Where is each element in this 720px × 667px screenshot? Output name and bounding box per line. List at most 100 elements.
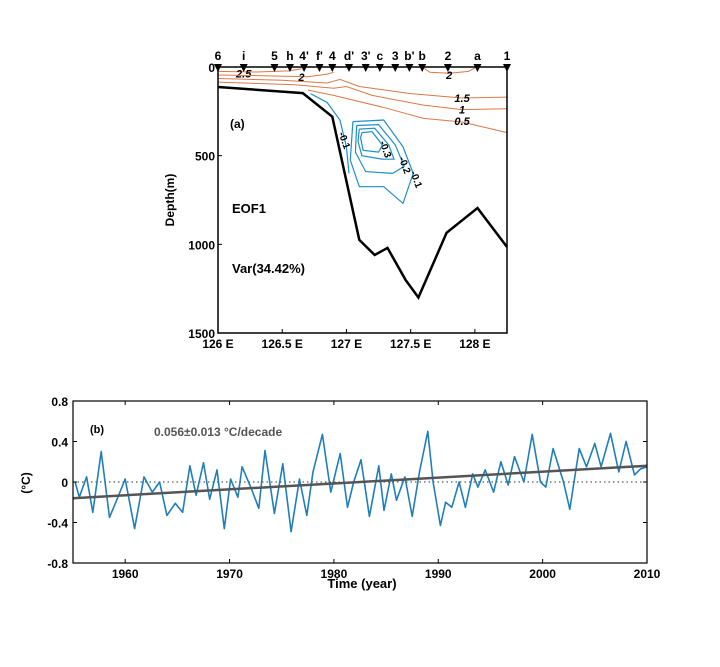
data-point	[321, 433, 324, 436]
x-tick-label: 126.5 E	[262, 337, 303, 351]
station-label: 4	[329, 49, 336, 63]
station-label: 6	[215, 49, 222, 63]
data-point	[451, 506, 453, 508]
panel-a-label: (a)	[230, 117, 245, 131]
data-point	[258, 507, 260, 509]
temperature-axis-label: (°C)	[19, 472, 33, 493]
x-tick-label: 1960	[112, 567, 139, 581]
station-marker-icon	[214, 64, 222, 72]
data-point	[290, 531, 292, 533]
data-point	[523, 481, 525, 483]
data-point	[159, 481, 161, 483]
y-tick-label: 1500	[188, 327, 215, 341]
data-point	[492, 491, 495, 493]
data-point	[395, 499, 398, 501]
data-point	[562, 481, 565, 483]
data-point	[444, 501, 447, 503]
y-tick-label: -0.4	[47, 517, 68, 531]
station-marker-icon	[503, 64, 511, 72]
station-marker-icon	[300, 64, 309, 72]
contour-label: 1.5	[454, 93, 470, 105]
station-label: b'	[404, 49, 414, 63]
station-label: i	[242, 49, 245, 63]
data-point	[625, 440, 627, 443]
data-point	[378, 465, 380, 467]
negative-contour	[349, 119, 414, 205]
data-point	[432, 481, 434, 483]
data-point	[241, 466, 243, 468]
station-label: 4'	[299, 49, 309, 63]
x-tick-label: 2000	[529, 567, 556, 581]
y-tick-label: 0.8	[51, 395, 68, 409]
contour-label: 2	[445, 70, 452, 82]
data-point	[418, 471, 421, 473]
negative-contour	[357, 127, 395, 160]
data-point	[513, 456, 516, 458]
data-point	[531, 433, 533, 436]
x-tick-label: 1970	[216, 567, 243, 581]
x-tick-label: 126 E	[202, 337, 233, 351]
contour-label: 2	[297, 72, 304, 84]
y-tick-label: 0.4	[51, 436, 68, 450]
station-label: 5	[271, 49, 278, 63]
y-tick-label: 500	[195, 150, 215, 164]
positive-contour	[423, 67, 476, 74]
trend-line	[72, 464, 648, 500]
station-label: a	[474, 49, 481, 63]
contour-label: 0.5	[454, 116, 470, 128]
variance-label: Var(34.42%)	[232, 261, 305, 276]
data-point	[569, 508, 571, 510]
data-point	[390, 473, 392, 475]
time-axis-label: Time (year)	[327, 576, 396, 591]
data-point	[609, 432, 612, 434]
data-point	[618, 471, 620, 473]
y-tick-label: 0	[208, 61, 215, 75]
data-point	[166, 514, 168, 517]
y-tick-label: -0.8	[47, 557, 68, 571]
data-point	[640, 468, 642, 470]
data-point	[500, 461, 502, 463]
station-marker-icon	[418, 64, 427, 72]
station-marker-icon	[361, 64, 370, 72]
data-point	[202, 462, 205, 464]
station-marker-icon	[391, 64, 400, 72]
x-tick-label: 127 E	[331, 337, 362, 351]
station-marker-icon	[375, 64, 384, 72]
trend-annotation: 0.056±0.013 °C/decade	[154, 425, 282, 439]
data-point	[552, 447, 554, 450]
data-point	[143, 476, 145, 478]
data-point	[458, 481, 460, 483]
station-label: d'	[344, 49, 354, 63]
negative-contour	[354, 123, 405, 175]
x-tick-label: 1980	[321, 567, 348, 581]
data-point	[578, 447, 580, 450]
eof-label: EOF1	[232, 201, 266, 216]
station-marker-icon	[405, 64, 414, 72]
positive-contour	[307, 89, 508, 134]
negative-contour	[310, 93, 350, 174]
contour-label: -0.3	[377, 140, 393, 160]
data-point	[298, 478, 301, 480]
data-point	[151, 491, 153, 493]
data-point	[600, 466, 602, 468]
station-marker-icon	[270, 64, 279, 72]
data-point	[360, 459, 362, 461]
data-point	[427, 430, 429, 432]
station-marker-icon	[345, 64, 354, 72]
data-point	[181, 511, 184, 513]
data-point	[585, 466, 588, 468]
data-point	[477, 486, 479, 488]
data-point	[273, 512, 276, 514]
data-point	[339, 453, 341, 455]
data-point	[411, 515, 413, 518]
data-point	[216, 469, 218, 471]
data-point	[472, 473, 474, 475]
station-label: c	[376, 49, 383, 63]
data-point	[383, 509, 385, 511]
plot-frame	[217, 66, 508, 334]
data-point	[439, 524, 441, 527]
contour-label: 2.5	[235, 69, 252, 81]
data-point	[346, 506, 349, 508]
data-point	[223, 527, 225, 530]
data-point	[484, 469, 486, 471]
